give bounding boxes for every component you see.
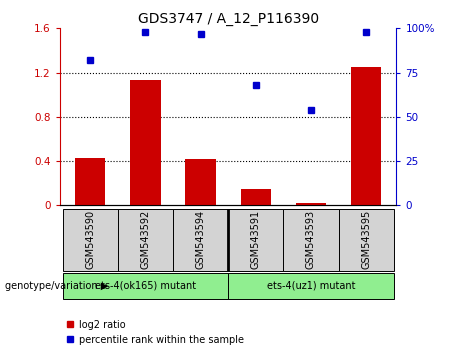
Text: GSM543594: GSM543594 <box>195 210 206 269</box>
Legend: log2 ratio, percentile rank within the sample: log2 ratio, percentile rank within the s… <box>65 320 244 345</box>
Bar <box>75 158 106 205</box>
Text: GSM543591: GSM543591 <box>251 210 261 269</box>
Bar <box>241 189 271 205</box>
Bar <box>185 159 216 205</box>
Bar <box>130 80 160 205</box>
Bar <box>228 273 394 299</box>
Bar <box>63 273 228 299</box>
Text: GSM543593: GSM543593 <box>306 210 316 269</box>
Text: GSM543595: GSM543595 <box>361 210 371 269</box>
Bar <box>338 209 394 271</box>
Bar <box>284 209 338 271</box>
Bar <box>351 67 381 205</box>
Text: genotype/variation ▶: genotype/variation ▶ <box>5 281 108 291</box>
Text: ets-4(ok165) mutant: ets-4(ok165) mutant <box>95 281 196 291</box>
Text: GSM543590: GSM543590 <box>85 210 95 269</box>
Title: GDS3747 / A_12_P116390: GDS3747 / A_12_P116390 <box>138 12 319 26</box>
Bar <box>296 203 326 205</box>
Bar <box>228 209 284 271</box>
Bar <box>63 209 118 271</box>
Text: ets-4(uz1) mutant: ets-4(uz1) mutant <box>267 281 355 291</box>
Text: GSM543592: GSM543592 <box>141 210 150 269</box>
Bar <box>173 209 228 271</box>
Bar <box>118 209 173 271</box>
